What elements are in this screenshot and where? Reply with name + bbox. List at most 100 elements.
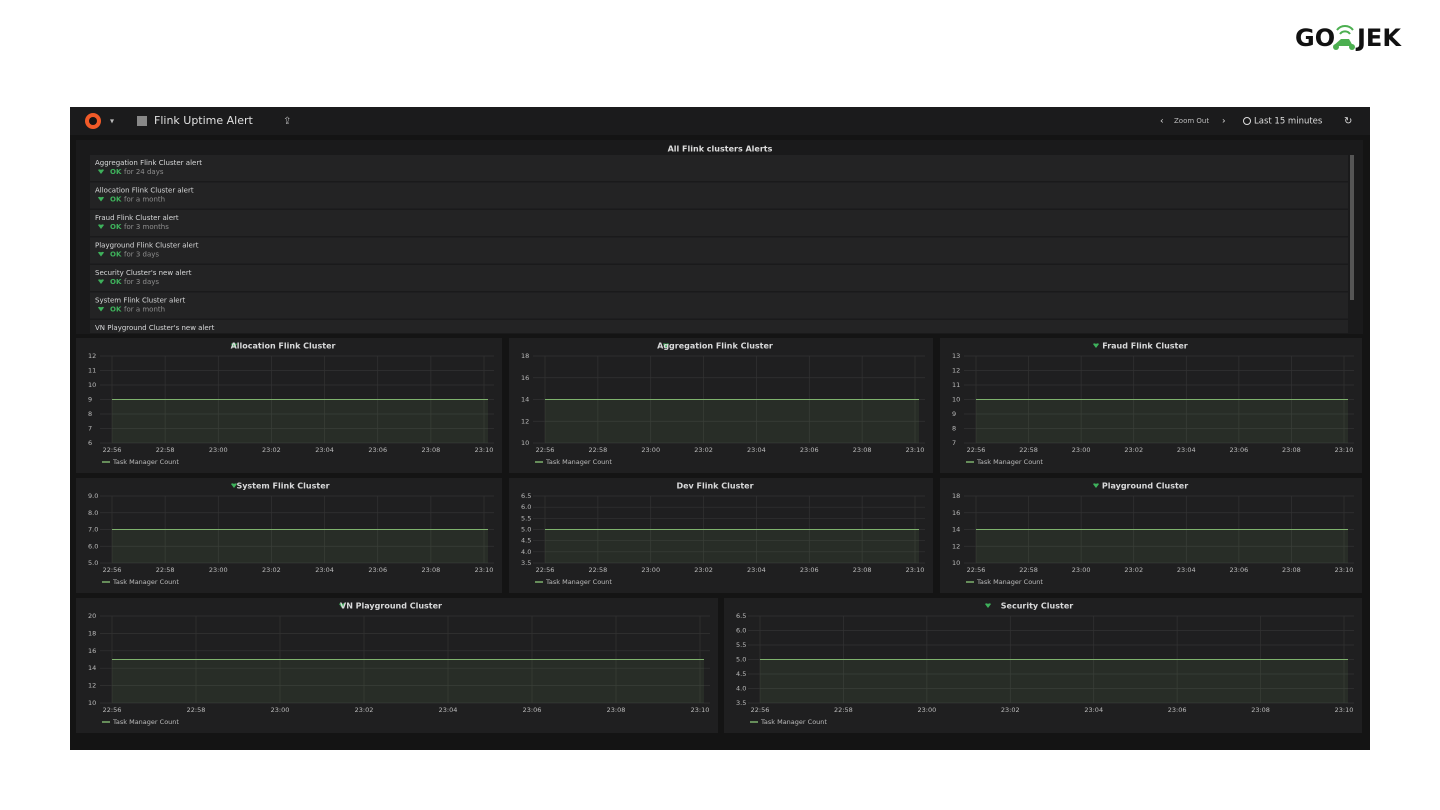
heart-icon	[985, 603, 991, 608]
alert-name: Fraud Flink Cluster alert	[95, 214, 179, 222]
alert-since: for 24 days	[124, 168, 164, 176]
x-tick-label: 23:08	[1282, 446, 1301, 454]
refresh[interactable]: ↻	[1344, 116, 1352, 127]
x-tick-label: 23:04	[1177, 446, 1196, 454]
x-tick-label: 22:56	[103, 566, 122, 574]
x-tick-label: 23:10	[1335, 446, 1354, 454]
series-area	[545, 529, 919, 563]
panel-title: VN Playground Cluster	[340, 602, 442, 611]
series-area	[112, 659, 704, 703]
alert-state: OK	[110, 251, 122, 259]
x-tick-label: 23:06	[800, 446, 819, 454]
series-area	[760, 659, 1348, 703]
y-tick-label: 12	[952, 367, 960, 375]
x-tick-label: 22:56	[103, 446, 122, 454]
panel-title: Allocation Flink Cluster	[231, 342, 336, 351]
logo-left: GO	[1295, 24, 1335, 52]
x-tick-label: 23:00	[1072, 446, 1091, 454]
x-tick-label: 23:10	[906, 566, 925, 574]
x-tick-label: 22:58	[1019, 566, 1038, 574]
y-tick-label: 20	[88, 612, 96, 620]
panel-title: System Flink Cluster	[236, 482, 329, 491]
y-tick-label: 5.0	[736, 656, 746, 664]
y-tick-label: 9.0	[88, 492, 98, 500]
alert-since: for 3 months	[124, 223, 169, 231]
y-tick-label: 4.5	[736, 670, 746, 678]
y-tick-label: 11	[952, 381, 960, 389]
x-tick-label: 22:56	[967, 566, 986, 574]
panel-title: Security Cluster	[1001, 602, 1073, 611]
x-tick-label: 23:00	[917, 706, 936, 714]
logo-right: JEK	[1355, 24, 1402, 52]
share-icon[interactable]: ⇪	[283, 116, 291, 127]
y-tick-label: 12	[952, 542, 960, 550]
heart-icon	[98, 251, 104, 257]
x-tick-label: 22:56	[536, 446, 555, 454]
alert-state: OK	[110, 168, 122, 176]
alert-name: Allocation Flink Cluster alert	[95, 187, 194, 195]
x-tick-label: 22:58	[588, 566, 607, 574]
y-tick-label: 12	[88, 682, 96, 690]
series-area	[112, 399, 488, 443]
alert-state: OK	[110, 196, 122, 204]
x-tick-label: 23:10	[475, 566, 494, 574]
legend-label: Task Manager Count	[976, 578, 1043, 586]
x-tick-label: 23:06	[800, 566, 819, 574]
dashboard-title[interactable]: Flink Uptime Alert	[154, 114, 254, 127]
y-tick-label: 16	[521, 374, 529, 382]
y-tick-label: 10	[88, 381, 96, 389]
legend-label: Task Manager Count	[545, 458, 612, 466]
x-tick-label: 23:04	[1177, 566, 1196, 574]
x-tick-label: 23:02	[262, 566, 281, 574]
alert-name: Playground Flink Cluster alert	[95, 242, 199, 250]
y-tick-label: 14	[952, 526, 960, 534]
y-tick-label: 6.5	[521, 492, 531, 500]
legend-label: Task Manager Count	[112, 578, 179, 586]
legend-label: Task Manager Count	[545, 578, 612, 586]
x-tick-label: 23:00	[271, 706, 290, 714]
alert-panel-title: All Flink clusters Alerts	[668, 145, 773, 154]
y-tick-label: 16	[88, 647, 96, 655]
y-tick-label: 6	[88, 439, 92, 447]
heart-icon	[98, 279, 104, 284]
y-tick-label: 6.0	[736, 627, 746, 635]
y-tick-label: 3.5	[521, 559, 531, 567]
x-tick-label: 22:58	[156, 566, 175, 574]
scrollbar	[1350, 155, 1354, 300]
alert-row	[90, 237, 1348, 264]
x-tick-label: 22:56	[536, 566, 555, 574]
alert-since: for 3 days	[124, 278, 159, 286]
zoom-next[interactable]: ›	[1222, 117, 1226, 127]
heart-icon	[663, 343, 669, 348]
x-tick-label: 22:56	[103, 706, 122, 714]
x-tick-label: 23:06	[1229, 446, 1248, 454]
y-tick-label: 3.5	[736, 699, 746, 707]
y-tick-label: 13	[952, 352, 960, 360]
x-tick-label: 23:10	[1335, 566, 1354, 574]
alert-row	[90, 155, 1348, 181]
heart-icon	[231, 483, 237, 488]
x-tick-label: 23:08	[421, 566, 440, 574]
x-tick-label: 23:04	[315, 566, 334, 574]
y-tick-label: 7	[88, 425, 92, 433]
alert-state: OK	[110, 278, 122, 286]
y-tick-label: 7	[952, 439, 956, 447]
alert-row	[90, 292, 1348, 319]
alert-name: System Flink Cluster alert	[95, 297, 185, 305]
y-tick-label: 10	[952, 396, 960, 404]
zoom-prev[interactable]: ‹	[1160, 117, 1164, 127]
series-area	[976, 399, 1348, 443]
series-area	[976, 529, 1348, 563]
x-tick-label: 23:10	[691, 706, 710, 714]
zoom-out[interactable]: Zoom Out	[1174, 117, 1209, 125]
alert-row	[90, 265, 1348, 291]
heart-icon	[1093, 483, 1099, 488]
x-tick-label: 22:58	[834, 706, 853, 714]
x-tick-label: 23:00	[641, 566, 660, 574]
x-tick-label: 23:04	[747, 446, 766, 454]
heart-icon	[98, 169, 104, 174]
y-tick-label: 16	[952, 509, 960, 517]
time-range[interactable]: Last 15 minutes	[1254, 117, 1323, 127]
y-tick-label: 8	[952, 425, 956, 433]
x-tick-label: 23:02	[355, 706, 374, 714]
